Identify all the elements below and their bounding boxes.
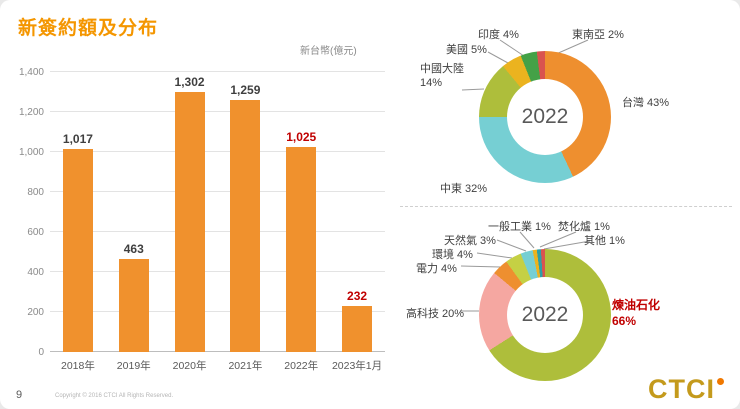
donut-sector-year: 2022 [521,303,569,326]
x-axis-label: 2023年1月 [331,360,383,372]
panel-top-segment-label-1: 中東 32% [440,183,488,195]
page-number: 9 [16,389,23,401]
y-tick-label: 1,200 [18,107,44,118]
donut-region-chart: 2022 [479,51,611,183]
axis-unit-label: 新台幣(億元) [300,46,357,57]
panel-bottom-segment-label-7: 其他 1% [584,235,625,247]
bar [62,148,93,352]
bars: 1,017 2018年 463 2019年 1,302 2020年 1,259 2021年 1,… [50,72,385,372]
gridline [50,71,385,72]
bar-value-label: 1,017 [62,131,93,146]
gridline [50,191,385,192]
bar-column: 1,302 2020年 [166,72,214,372]
panel-bottom-segment-label-3: 環境 4% [432,249,473,261]
bar-value-label: 1,025 [286,130,317,144]
leader-line [487,51,509,64]
bar-plot: 0 200 400 600 800 1,000 1,200 1,400 1,017 2018年 46… [19,67,385,372]
panel-top-segment-label-5: 東南亞 2% [572,29,624,41]
panel-bottom-segment-label-5: 一般工業 1% [488,221,551,233]
bar-column: 1,017 2018年 [54,72,102,372]
bar [342,305,373,352]
y-tick-label: 800 [27,187,44,198]
logo-text: CTCI [648,374,715,404]
donut-sector-chart: 2022 [479,249,611,381]
panel-top-segment-label-3: 美國 5% [446,44,487,56]
x-axis-label: 2018年 [60,360,95,372]
panel-bottom-segment-label-4: 天然氣 3% [444,235,496,247]
leader-line [476,252,513,259]
x-axis-label: 2022年 [284,360,319,372]
copyright-text: Copyright © 2016 CTCI All Rights Reserve… [55,393,174,399]
donut-region-center: 2022 [507,79,583,155]
bar-column: 232 2023年1月 [332,72,382,372]
bar-column: 1,025 2022年 [277,72,325,372]
x-axis-label: 2019年 [116,360,151,372]
bar [286,147,317,352]
y-tick-label: 400 [27,267,44,278]
panel-bottom-segment-label-2: 電力 4% [416,263,457,275]
leader-line [496,239,527,252]
leader-line [539,231,577,248]
gridline [50,231,385,232]
bar [230,100,261,352]
leader-line [460,265,501,268]
bar-column: 463 2019年 [110,72,158,372]
panel-top-segment-label-2: 中國大陸 14% [420,63,464,90]
bar-column: 1,259 2021年 [221,72,269,372]
panel-bottom-segment-label-0: 煉油石化 66% [612,298,661,329]
y-tick-label: 600 [27,227,44,238]
x-axis-label: 2021年 [228,360,263,372]
gridline [50,271,385,272]
gridline [50,111,385,112]
bar-value-label: 1,259 [230,83,261,98]
panel-top: 2022 台灣 43% 中東 32% 中國大陸 14% 美國 5% 印度 4% 東南亞 2… [400,8,735,206]
page-title: 新簽約額及分布 [18,18,159,39]
leader-line [519,231,535,249]
logo-dot-icon [717,378,724,385]
panel-bottom-segment-label-1: 高科技 20% [406,308,465,320]
donut-sector-center: 2022 [507,277,583,353]
x-axis-label: 2020年 [172,360,207,372]
bar-value-label: 1,302 [174,74,205,89]
panel-top-segment-label-4: 印度 4% [478,29,519,41]
panel-separator [400,206,732,207]
y-tick-label: 0 [38,347,44,358]
gridline [50,351,385,352]
bar-value-label: 232 [347,288,368,303]
gridline [50,311,385,312]
bar [118,259,149,352]
bar [174,91,205,352]
gridline [50,151,385,152]
ctci-logo: CTCI [648,374,724,405]
y-tick-label: 1,000 [18,147,44,158]
y-tick-label: 1,400 [18,67,44,78]
donut-region-year: 2022 [521,105,569,128]
panel-top-segment-label-0: 台灣 43% [622,97,670,109]
y-tick-label: 200 [27,307,44,318]
panel-bottom-segment-label-6: 焚化爐 1% [558,221,610,233]
bar-value-label: 463 [123,242,144,257]
